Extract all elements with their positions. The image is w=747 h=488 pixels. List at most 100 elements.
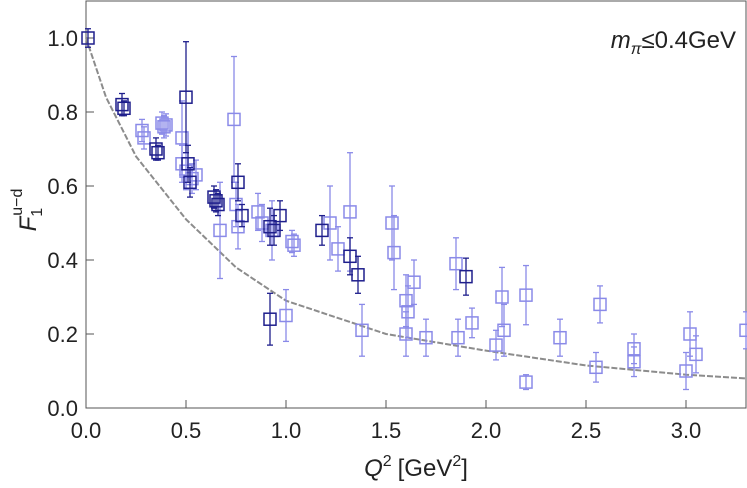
y-label-sub: 1 xyxy=(29,208,46,217)
data-point xyxy=(287,238,301,252)
data-point xyxy=(683,327,697,341)
data-point xyxy=(117,101,131,116)
x-label-unit: [GeV xyxy=(398,455,453,482)
error-bar xyxy=(683,351,689,391)
y-tick-label: 0.2 xyxy=(47,322,78,347)
error-bar xyxy=(355,255,361,294)
data-point xyxy=(155,116,169,130)
data-point xyxy=(255,216,269,230)
error-bar xyxy=(403,311,409,357)
data-point xyxy=(401,305,415,319)
data-point xyxy=(211,197,225,212)
error-bar xyxy=(391,214,397,291)
error-bar xyxy=(469,307,475,339)
data-point xyxy=(137,131,151,145)
data-point xyxy=(235,208,249,223)
data-point xyxy=(81,31,95,45)
error-bar xyxy=(501,303,507,357)
error-bar xyxy=(557,318,563,357)
data-point xyxy=(589,360,603,375)
error-bar xyxy=(593,351,599,383)
data-point xyxy=(185,171,199,186)
data-point xyxy=(263,219,277,234)
error-bar xyxy=(187,166,193,198)
annotation: mπ≤0.4GeV xyxy=(611,27,736,58)
data-point xyxy=(181,157,195,171)
data-point xyxy=(209,194,223,208)
data-point xyxy=(159,118,173,132)
data-point xyxy=(207,190,221,204)
data-point xyxy=(519,288,533,302)
error-bar xyxy=(359,303,365,357)
error-bar xyxy=(327,185,333,261)
data-point xyxy=(553,330,567,345)
data-point xyxy=(231,175,245,190)
data-point xyxy=(227,112,241,127)
x-label-unit-sup: 2 xyxy=(452,453,461,470)
data-point xyxy=(263,312,277,326)
error-bar xyxy=(463,257,469,296)
y-label-sup: u−d xyxy=(9,189,26,216)
data-point xyxy=(315,223,329,238)
data-point xyxy=(399,327,413,341)
error-bar xyxy=(319,214,325,246)
error-bar xyxy=(523,374,529,391)
data-point xyxy=(459,269,473,284)
error-bar xyxy=(423,318,429,357)
data-point xyxy=(135,123,149,138)
y-tick-label: 1.0 xyxy=(47,26,78,51)
x-label-close: ] xyxy=(461,455,468,482)
data-point xyxy=(213,223,227,238)
x-tick-label: 0.5 xyxy=(171,418,202,443)
data-point xyxy=(157,120,171,134)
x-tick-label: 2.0 xyxy=(471,418,502,443)
error-bar xyxy=(269,200,275,261)
error-bar xyxy=(141,126,147,150)
y-axis-label: F1u−d xyxy=(9,189,46,232)
data-point xyxy=(149,142,163,156)
data-point xyxy=(489,338,503,352)
error-bar xyxy=(255,192,261,232)
data-point xyxy=(355,323,369,338)
data-point xyxy=(183,175,197,190)
data-point xyxy=(175,131,189,145)
annotation-main: m xyxy=(611,27,631,54)
error-bar xyxy=(267,292,273,346)
y-tick-label: 0.0 xyxy=(47,396,78,421)
annotation-rest: ≤0.4GeV xyxy=(641,27,736,54)
data-point xyxy=(323,216,337,230)
error-bar xyxy=(411,259,417,306)
x-label-sup: 2 xyxy=(383,453,392,470)
y-tick-label: 0.4 xyxy=(47,248,78,273)
x-tick-label: 1.5 xyxy=(371,418,402,443)
x-tick-label: 3.0 xyxy=(671,418,702,443)
error-bar xyxy=(335,226,341,272)
error-bar xyxy=(597,285,603,324)
x-label-main: Q xyxy=(364,455,383,482)
data-point xyxy=(331,242,345,256)
y-tick-label: 0.8 xyxy=(47,100,78,125)
error-bar xyxy=(291,233,297,257)
x-tick-label: 0.0 xyxy=(71,418,102,443)
y-label-main: F xyxy=(15,215,42,231)
error-bar xyxy=(163,113,169,137)
error-bar xyxy=(455,318,461,357)
data-point xyxy=(179,90,193,104)
data-point xyxy=(627,355,641,369)
error-bar xyxy=(523,264,529,326)
data-point xyxy=(689,347,703,362)
error-bar xyxy=(277,200,283,232)
data-point xyxy=(273,208,287,223)
data-point xyxy=(387,245,401,260)
error-bar xyxy=(239,203,245,228)
data-point xyxy=(679,364,693,378)
data-point xyxy=(497,323,511,338)
data-point xyxy=(739,323,747,338)
annotation-sub: π xyxy=(631,41,642,58)
data-point xyxy=(351,268,365,282)
x-tick-label: 1.0 xyxy=(271,418,302,443)
error-bar xyxy=(631,346,637,378)
data-point xyxy=(151,145,165,160)
plot-frame xyxy=(85,0,747,409)
error-bar xyxy=(155,144,161,161)
